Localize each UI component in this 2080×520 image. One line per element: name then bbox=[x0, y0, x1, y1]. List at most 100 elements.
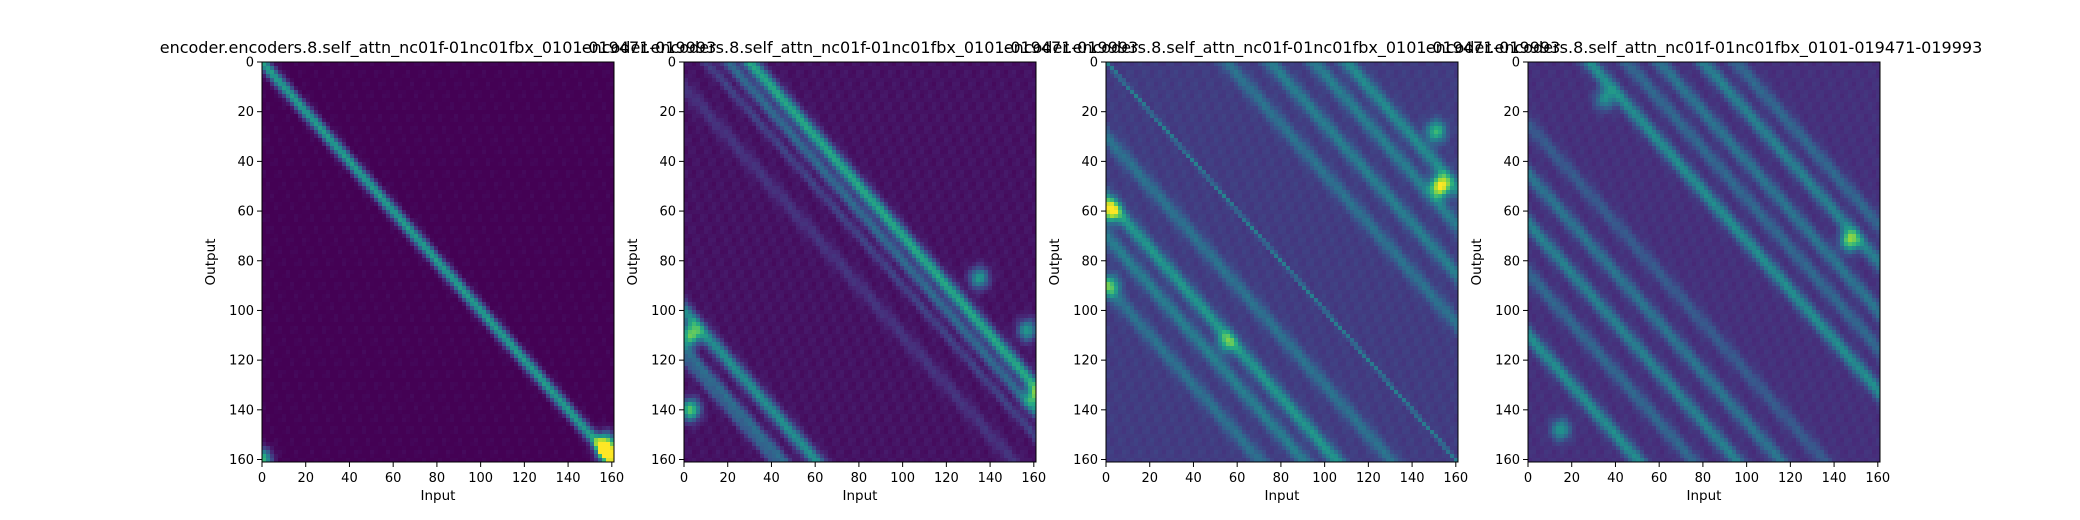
heatmap-cell bbox=[478, 78, 482, 82]
heatmap-cell bbox=[558, 182, 562, 186]
heatmap-cell bbox=[490, 286, 494, 290]
heatmap-cell bbox=[366, 194, 370, 198]
heatmap-cell bbox=[546, 178, 550, 182]
heatmap-cell bbox=[274, 94, 278, 98]
heatmap-cell bbox=[450, 198, 454, 202]
heatmap-cell bbox=[522, 82, 526, 86]
heatmap-cell bbox=[438, 226, 442, 230]
heatmap-cell bbox=[598, 106, 602, 110]
heatmap-cell bbox=[574, 278, 578, 282]
heatmap-cell bbox=[546, 130, 550, 134]
heatmap-cell bbox=[426, 234, 430, 238]
heatmap-cell bbox=[382, 230, 386, 234]
heatmap-cell bbox=[466, 194, 470, 198]
heatmap-cell bbox=[590, 62, 594, 66]
heatmap-cell bbox=[282, 218, 286, 222]
heatmap-cell bbox=[350, 90, 354, 94]
heatmap-cell bbox=[446, 70, 450, 74]
heatmap-cell bbox=[286, 90, 290, 94]
heatmap-cell bbox=[318, 178, 322, 182]
heatmap-cell bbox=[422, 182, 426, 186]
heatmap-cell bbox=[310, 270, 314, 274]
heatmap-cell bbox=[510, 258, 514, 262]
heatmap-cell bbox=[470, 74, 474, 78]
heatmap-cell bbox=[502, 194, 506, 198]
heatmap-cell bbox=[366, 210, 370, 214]
heatmap-cell bbox=[294, 78, 298, 82]
heatmap-cell bbox=[314, 234, 318, 238]
heatmap-cell bbox=[354, 242, 358, 246]
heatmap-cell bbox=[278, 190, 282, 194]
heatmap-cell bbox=[510, 70, 514, 74]
heatmap-cell bbox=[350, 182, 354, 186]
heatmap-cell bbox=[590, 262, 594, 266]
heatmap-cell bbox=[434, 190, 438, 194]
heatmap-cell bbox=[534, 134, 538, 138]
heatmap-cell bbox=[574, 66, 578, 70]
heatmap-cell bbox=[482, 166, 486, 170]
heatmap-cell bbox=[458, 86, 462, 90]
heatmap-cell bbox=[278, 154, 282, 158]
heatmap-cell bbox=[366, 222, 370, 226]
heatmap-cell bbox=[326, 182, 330, 186]
heatmap-cell bbox=[266, 254, 270, 258]
heatmap-cell bbox=[602, 174, 606, 178]
heatmap-cell bbox=[310, 154, 314, 158]
heatmap-cell bbox=[338, 182, 342, 186]
heatmap-cell bbox=[526, 242, 530, 246]
heatmap-cell bbox=[430, 186, 434, 190]
heatmap-cell bbox=[262, 150, 266, 154]
heatmap-cell bbox=[310, 218, 314, 222]
heatmap-cell bbox=[370, 166, 374, 170]
heatmap-cell bbox=[314, 262, 318, 266]
heatmap-cell bbox=[334, 202, 338, 206]
heatmap-cell bbox=[574, 198, 578, 202]
heatmap-cell bbox=[514, 74, 518, 78]
heatmap-cell bbox=[414, 282, 418, 286]
heatmap-cell bbox=[522, 106, 526, 110]
heatmap-cell bbox=[318, 262, 322, 266]
heatmap-cell bbox=[574, 106, 578, 110]
heatmap-cell bbox=[282, 182, 286, 186]
heatmap-cell bbox=[502, 234, 506, 238]
heatmap-cell bbox=[338, 238, 342, 242]
heatmap-cell bbox=[454, 270, 458, 274]
heatmap-cell bbox=[482, 198, 486, 202]
heatmap-cell bbox=[318, 66, 322, 70]
heatmap-cell bbox=[590, 270, 594, 274]
heatmap-cell bbox=[486, 158, 490, 162]
heatmap-cell bbox=[466, 198, 470, 202]
heatmap-cell bbox=[498, 250, 502, 254]
heatmap-cell bbox=[446, 78, 450, 82]
heatmap-cell bbox=[538, 262, 542, 266]
heatmap-cell bbox=[370, 250, 374, 254]
heatmap-cell bbox=[486, 138, 490, 142]
heatmap-cell bbox=[266, 142, 270, 146]
heatmap-cell bbox=[450, 174, 454, 178]
heatmap-cell bbox=[478, 234, 482, 238]
heatmap-cell bbox=[506, 266, 510, 270]
heatmap-cell bbox=[494, 130, 498, 134]
heatmap-cell bbox=[586, 70, 590, 74]
heatmap-cell bbox=[450, 150, 454, 154]
heatmap-cell bbox=[542, 246, 546, 250]
heatmap-cell bbox=[510, 182, 514, 186]
heatmap-cell bbox=[434, 166, 438, 170]
heatmap-cell bbox=[306, 202, 310, 206]
heatmap-cell bbox=[494, 82, 498, 86]
heatmap-cell bbox=[382, 130, 386, 134]
heatmap-cell bbox=[262, 218, 266, 222]
heatmap-cell bbox=[342, 254, 346, 258]
heatmap-cell bbox=[554, 254, 558, 258]
heatmap-cell bbox=[426, 74, 430, 78]
heatmap-cell bbox=[366, 250, 370, 254]
heatmap-cell bbox=[490, 254, 494, 258]
heatmap-cell bbox=[494, 154, 498, 158]
heatmap-cell bbox=[598, 214, 602, 218]
heatmap-cell bbox=[446, 274, 450, 278]
heatmap-cell bbox=[482, 234, 486, 238]
heatmap-cell bbox=[386, 134, 390, 138]
heatmap-cell bbox=[294, 90, 298, 94]
heatmap-cell bbox=[526, 146, 530, 150]
heatmap-cell bbox=[538, 210, 542, 214]
